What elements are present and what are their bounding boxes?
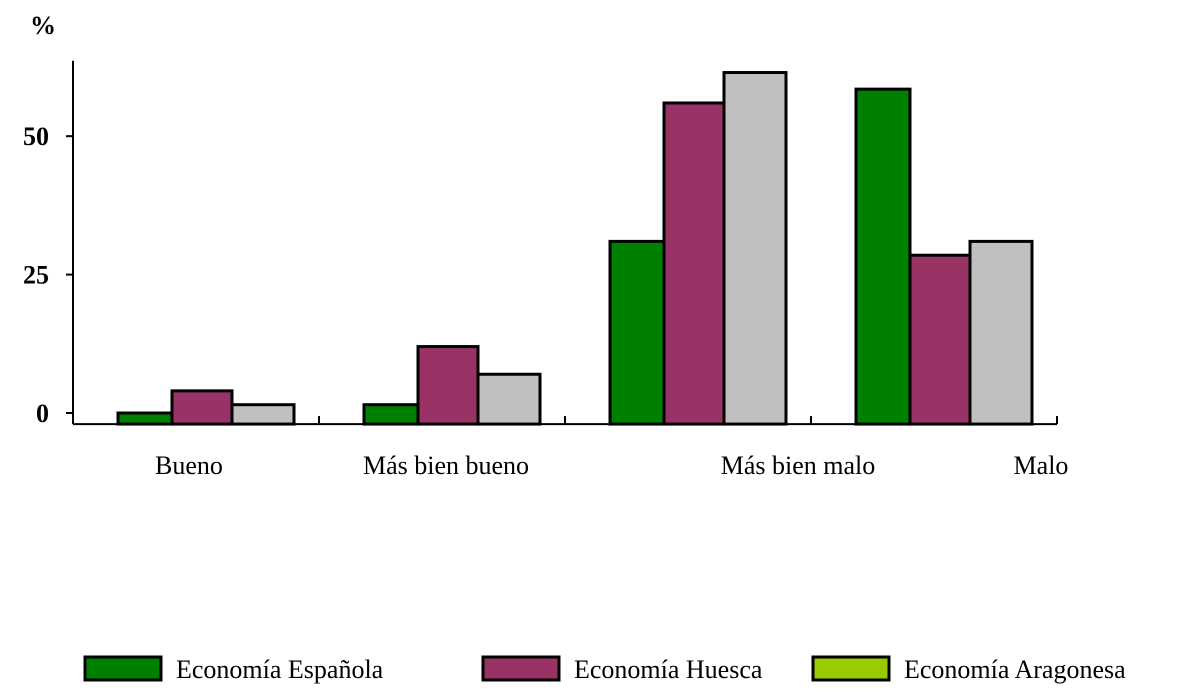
- category-label: Más bien bueno: [363, 451, 529, 480]
- y-tick-label: 0: [36, 399, 49, 428]
- category-label: Bueno: [155, 451, 223, 480]
- category-label: Más bien malo: [721, 451, 876, 480]
- bar: [416, 345, 480, 426]
- bar: [116, 411, 174, 426]
- bar: [908, 253, 972, 426]
- category-label: Malo: [1014, 451, 1069, 480]
- legend-swatch: [481, 655, 561, 682]
- bar: [230, 403, 296, 426]
- y-tick-label: 25: [23, 261, 49, 290]
- y-tick-label: 50: [23, 122, 49, 151]
- bar: [722, 71, 788, 426]
- bar: [362, 403, 420, 426]
- bar: [608, 239, 666, 426]
- legend: Economía Española Economía Huesca Economía…: [83, 655, 1126, 684]
- bar: [968, 239, 1034, 426]
- bar: [476, 372, 542, 426]
- legend-swatch: [811, 655, 891, 682]
- bar: [170, 389, 234, 426]
- category-labels: Bueno Más bien bueno Más bien malo Malo: [155, 451, 1068, 480]
- legend-label: Economía Aragonesa: [904, 655, 1126, 684]
- bar: [662, 101, 726, 426]
- legend-label: Economía Española: [176, 655, 384, 684]
- y-unit-label: %: [30, 11, 56, 40]
- bars: [116, 71, 1034, 426]
- legend-swatch: [83, 655, 163, 682]
- bar: [854, 87, 912, 426]
- legend-label: Economía Huesca: [574, 655, 763, 684]
